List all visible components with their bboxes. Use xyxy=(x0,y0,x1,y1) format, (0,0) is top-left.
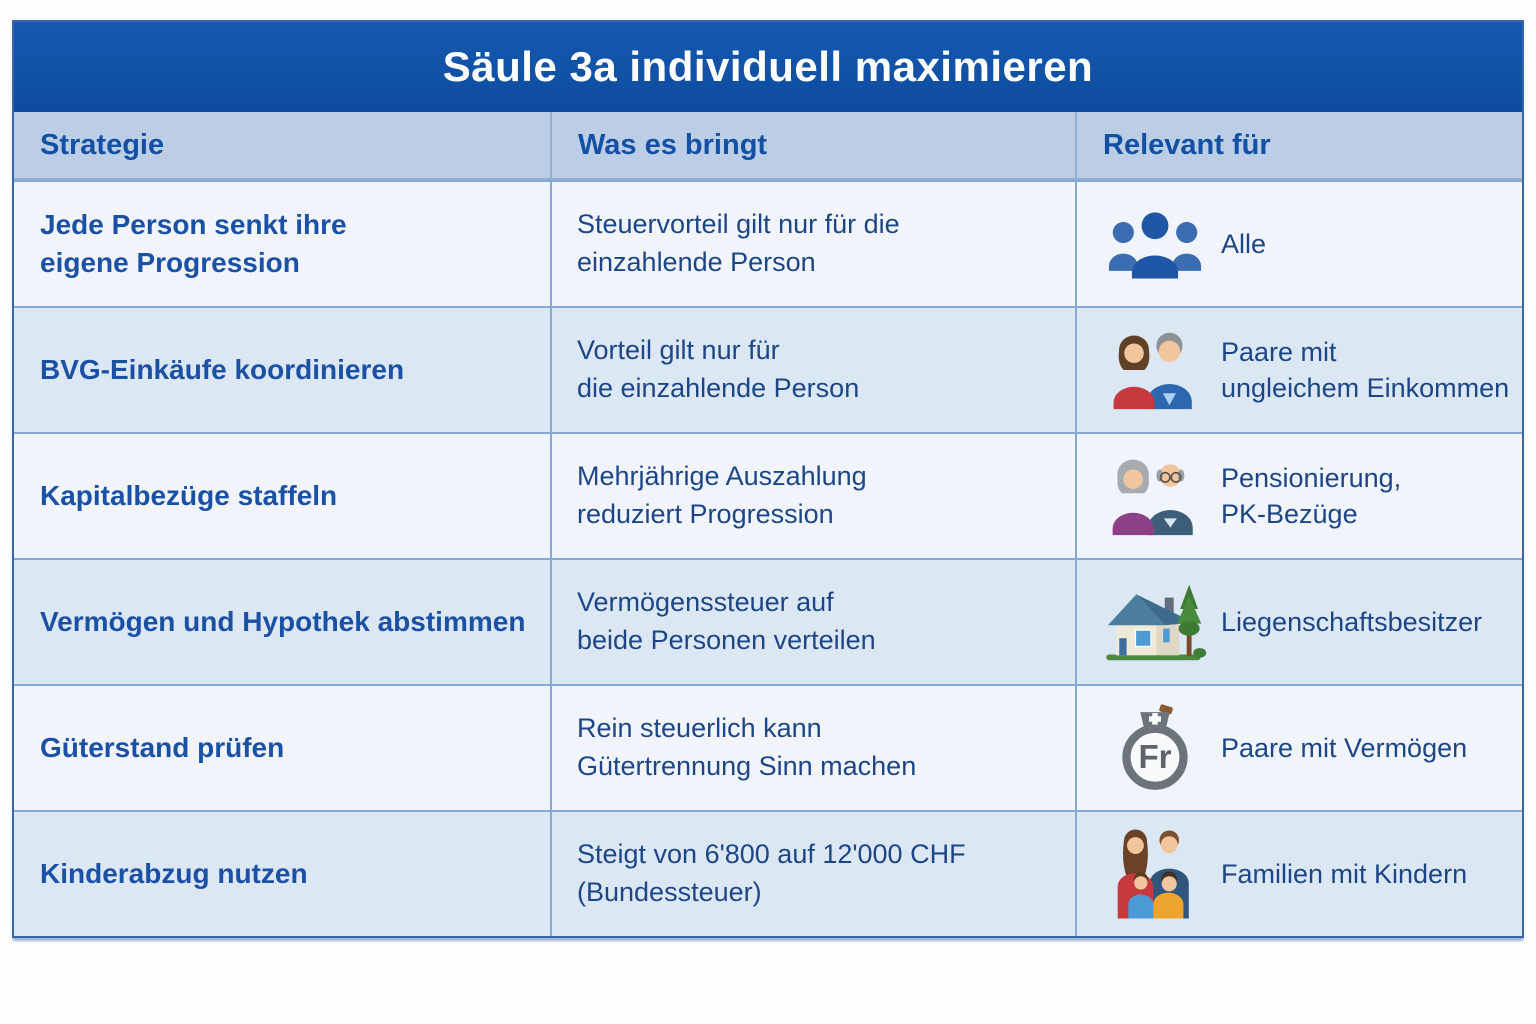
table-header-row: Strategie Was es bringt Relevant für xyxy=(14,112,1522,180)
franc-icon: Fr xyxy=(1103,702,1207,794)
benefit-cell: Vermögenssteuer auf beide Personen verte… xyxy=(552,560,1077,684)
elderly-couple-icon xyxy=(1103,455,1207,537)
table-row: Güterstand prüfen Rein steuerlich kann G… xyxy=(14,684,1522,810)
relevant-label: Paare mit ungleichem Einkommen xyxy=(1221,336,1510,403)
relevant-cell: Fr Paare mit Vermögen xyxy=(1077,686,1522,810)
benefit-cell: Steuervorteil gilt nur für die einzahlen… xyxy=(552,182,1077,306)
table-row: Vermögen und Hypothek abstimmen Vermögen… xyxy=(14,558,1522,684)
table-row: Jede Person senkt ihre eigene Progressio… xyxy=(14,180,1522,306)
relevant-label: Paare mit Vermögen xyxy=(1221,732,1468,763)
strategy-cell: Vermögen und Hypothek abstimmen xyxy=(14,560,552,684)
family-icon xyxy=(1103,826,1207,922)
strategy-cell: Güterstand prüfen xyxy=(14,686,552,810)
strategy-cell: BVG-Einkäufe koordinieren xyxy=(14,308,552,432)
benefit-cell: Mehrjährige Auszahlung reduziert Progres… xyxy=(552,434,1077,558)
house-icon xyxy=(1103,577,1207,667)
table-row: Kinderabzug nutzen Steigt von 6'800 auf … xyxy=(14,810,1522,936)
benefit-cell: Vorteil gilt nur für die einzahlende Per… xyxy=(552,308,1077,432)
relevant-cell: Alle xyxy=(1077,182,1522,306)
relevant-cell: Paare mit ungleichem Einkommen xyxy=(1077,308,1522,432)
table-row: Kapitalbezüge staffeln Mehrjährige Ausza… xyxy=(14,432,1522,558)
strategy-table: Säule 3a individuell maximieren Strategi… xyxy=(12,20,1524,938)
column-header-was-es-bringt: Was es bringt xyxy=(552,112,1077,178)
column-header-strategie: Strategie xyxy=(14,112,552,178)
couple-icon xyxy=(1103,329,1207,411)
relevant-cell: Liegenschaftsbesitzer xyxy=(1077,560,1522,684)
relevant-cell: Familien mit Kindern xyxy=(1077,812,1522,936)
table-row: BVG-Einkäufe koordinieren Vorteil gilt n… xyxy=(14,306,1522,432)
strategy-cell: Kinderabzug nutzen xyxy=(14,812,552,936)
relevant-label: Pensionierung, PK-Bezüge xyxy=(1221,462,1402,529)
relevant-cell: Pensionierung, PK-Bezüge xyxy=(1077,434,1522,558)
people-group-icon xyxy=(1103,207,1207,281)
benefit-cell: Rein steuerlich kann Gütertrennung Sinn … xyxy=(552,686,1077,810)
relevant-label: Liegenschaftsbesitzer xyxy=(1221,606,1483,637)
strategy-cell: Jede Person senkt ihre eigene Progressio… xyxy=(14,182,552,306)
relevant-label: Familien mit Kindern xyxy=(1221,858,1468,889)
svg-text:Fr: Fr xyxy=(1138,739,1171,776)
strategy-cell: Kapitalbezüge staffeln xyxy=(14,434,552,558)
page-title: Säule 3a individuell maximieren xyxy=(14,22,1522,112)
relevant-label: Alle xyxy=(1221,228,1267,259)
benefit-cell: Steigt von 6'800 auf 12'000 CHF (Bundess… xyxy=(552,812,1077,936)
column-header-relevant-fuer: Relevant für xyxy=(1103,128,1271,161)
